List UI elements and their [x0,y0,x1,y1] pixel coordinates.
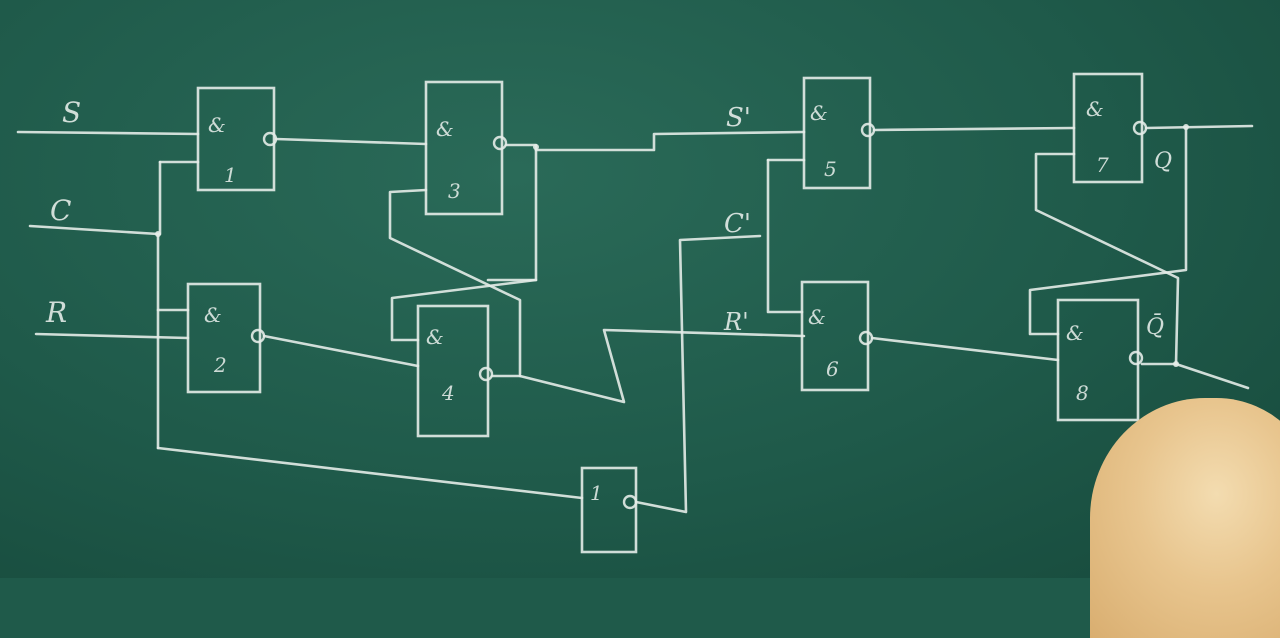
gate-4: & 4 [416,304,494,438]
gate-1-op: & [208,113,226,137]
gate-5-number: 5 [824,157,837,181]
gate-2-number: 2 [213,353,227,377]
gate-or: 1 [580,466,638,554]
input-label-s: S [62,96,81,129]
gate-3-number: 3 [448,179,461,203]
gate-or-op: 1 [590,481,603,505]
gate-7-number: 7 [1096,153,1109,177]
label-c-prime: C' [724,209,751,239]
gate-5: & 5 [802,76,876,190]
gate-8-op: & [1066,321,1084,345]
gate-7: & 7 [1072,72,1148,184]
label-s-prime: S' [726,103,751,133]
gate-3: & 3 [424,80,508,216]
label-r-prime: R' [723,308,749,336]
gate-8: & 8 [1056,298,1144,422]
gate-6-number: 6 [826,357,839,381]
input-label-r: R [45,296,67,329]
gate-1-number: 1 [224,163,237,187]
gate-8-number: 8 [1076,381,1089,405]
gate-4-op: & [426,325,444,349]
gate-5-op: & [810,101,828,125]
output-label-q: Q [1154,149,1172,174]
gate-6: & 6 [800,280,874,392]
gate-2-op: & [204,303,222,327]
output-label-q-bar: Q̄ [1146,313,1164,340]
input-label-c: C [50,194,71,227]
gate-3-op: & [436,117,454,141]
gate-7-op: & [1086,97,1104,121]
gate-4-number: 4 [441,381,455,405]
gate-1: & 1 [196,86,278,192]
gate-2: & 2 [186,282,266,394]
gate-6-op: & [808,305,826,329]
logic-circuit-diagram: S C R & 1 & 2 & 3 & 4 & 5 & 6 & [16,72,1254,554]
wires [16,124,1254,514]
